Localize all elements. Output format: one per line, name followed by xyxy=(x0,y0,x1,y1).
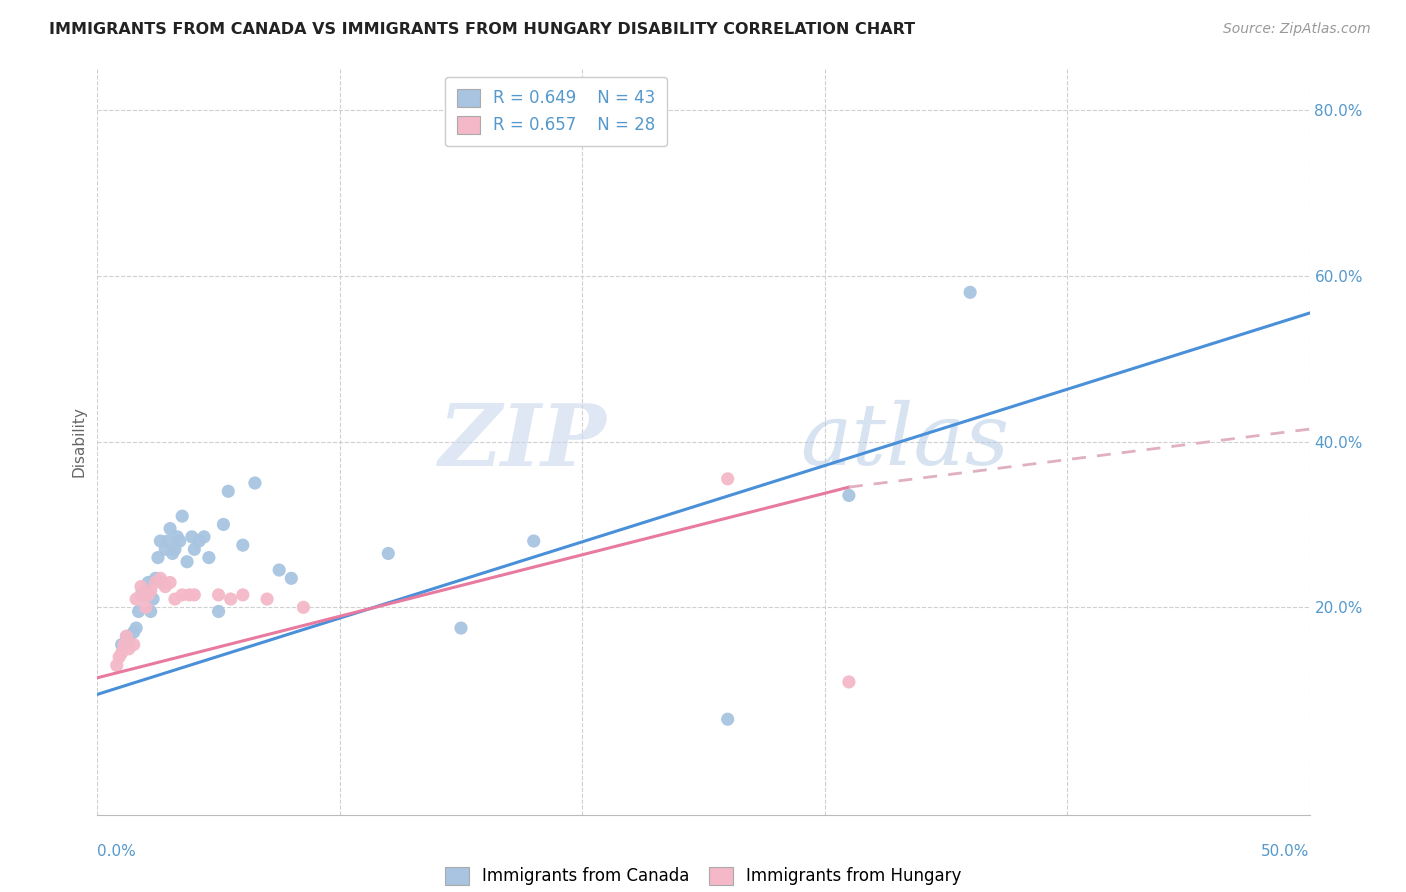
Point xyxy=(163,542,186,557)
Point xyxy=(125,621,148,635)
Point xyxy=(162,546,184,560)
Point xyxy=(169,534,191,549)
Point xyxy=(959,285,981,300)
Point xyxy=(207,605,229,619)
Point xyxy=(139,583,162,598)
Point xyxy=(217,484,239,499)
Point xyxy=(159,522,181,536)
Y-axis label: Disability: Disability xyxy=(72,406,86,477)
Point xyxy=(149,571,172,585)
Point xyxy=(129,588,152,602)
Point xyxy=(172,509,194,524)
Point xyxy=(159,575,181,590)
Point xyxy=(219,592,242,607)
Point xyxy=(163,592,186,607)
Point xyxy=(156,534,179,549)
Point xyxy=(838,488,860,502)
Point xyxy=(110,638,132,652)
Point xyxy=(132,588,155,602)
Point xyxy=(377,546,399,560)
Point xyxy=(118,633,141,648)
Text: IMMIGRANTS FROM CANADA VS IMMIGRANTS FROM HUNGARY DISABILITY CORRELATION CHART: IMMIGRANTS FROM CANADA VS IMMIGRANTS FRO… xyxy=(49,22,915,37)
Text: ZIP: ZIP xyxy=(439,400,606,483)
Point xyxy=(183,542,205,557)
Text: atlas: atlas xyxy=(800,401,1010,483)
Text: 0.0%: 0.0% xyxy=(97,845,136,859)
Point xyxy=(145,571,167,585)
Point xyxy=(112,638,135,652)
Point xyxy=(180,530,202,544)
Point xyxy=(232,588,254,602)
Point xyxy=(152,575,174,590)
Point xyxy=(183,588,205,602)
Point xyxy=(129,580,152,594)
Point xyxy=(179,588,201,602)
Text: Source: ZipAtlas.com: Source: ZipAtlas.com xyxy=(1223,22,1371,37)
Point xyxy=(176,555,198,569)
Point xyxy=(207,588,229,602)
Point xyxy=(125,592,148,607)
Point xyxy=(155,542,177,557)
Point xyxy=(136,588,159,602)
Point xyxy=(115,629,138,643)
Point xyxy=(135,583,157,598)
Point xyxy=(135,600,157,615)
Point xyxy=(118,641,141,656)
Point xyxy=(132,588,155,602)
Point xyxy=(523,534,546,549)
Point xyxy=(450,621,472,635)
Point xyxy=(717,712,740,726)
Point xyxy=(292,600,315,615)
Point xyxy=(172,588,194,602)
Point xyxy=(188,534,211,549)
Point xyxy=(149,534,172,549)
Point xyxy=(269,563,291,577)
Point xyxy=(139,605,162,619)
Point xyxy=(193,530,215,544)
Point xyxy=(122,638,145,652)
Point xyxy=(243,475,266,490)
Point xyxy=(280,571,302,585)
Point xyxy=(256,592,278,607)
Point xyxy=(166,530,188,544)
Point xyxy=(232,538,254,552)
Point xyxy=(838,674,860,689)
Point xyxy=(146,550,169,565)
Point xyxy=(717,472,740,486)
Point xyxy=(115,629,138,643)
Point xyxy=(155,580,177,594)
Text: 50.0%: 50.0% xyxy=(1261,845,1309,859)
Point xyxy=(105,658,128,673)
Point xyxy=(128,605,150,619)
Point xyxy=(110,646,132,660)
Legend: Immigrants from Canada, Immigrants from Hungary: Immigrants from Canada, Immigrants from … xyxy=(439,860,969,892)
Point xyxy=(108,650,131,665)
Point xyxy=(142,592,165,607)
Point xyxy=(145,575,167,590)
Point xyxy=(212,517,235,532)
Point xyxy=(136,575,159,590)
Point xyxy=(198,550,221,565)
Point xyxy=(122,625,145,640)
